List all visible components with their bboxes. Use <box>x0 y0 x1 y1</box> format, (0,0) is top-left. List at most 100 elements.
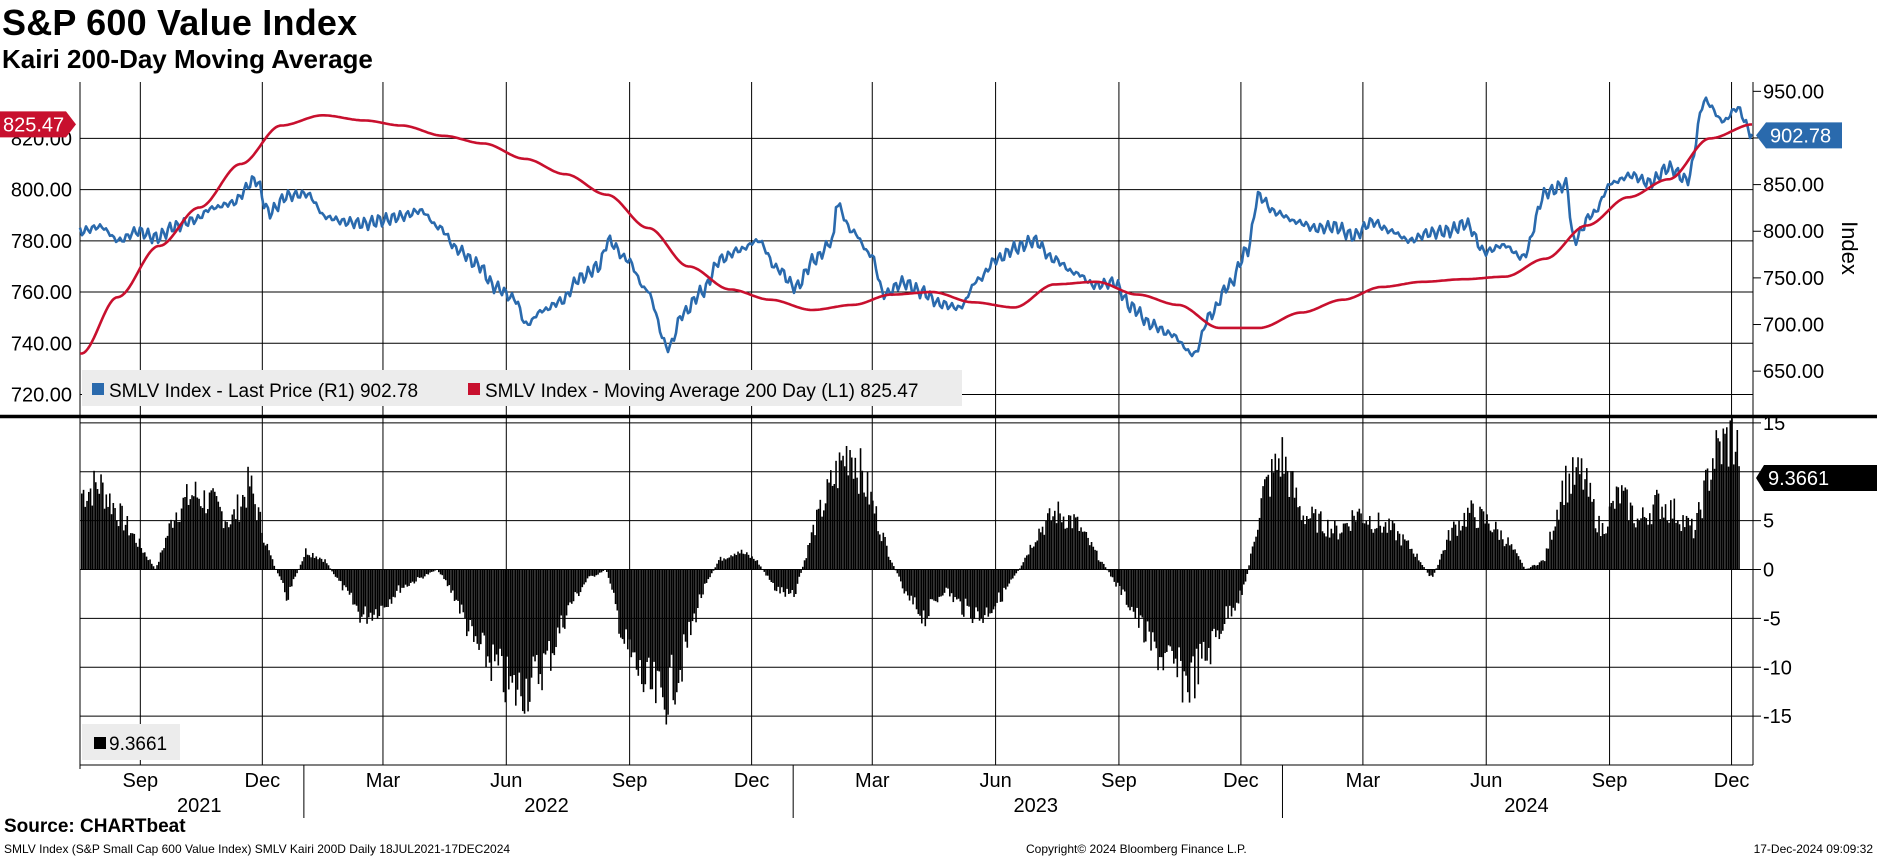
kairi-bar <box>1302 515 1305 570</box>
kairi-bar <box>385 569 388 607</box>
kairi-bar <box>184 496 186 570</box>
kairi-bar <box>558 569 561 634</box>
kairi-bar <box>1712 458 1714 570</box>
kairi-bar <box>1545 548 1548 570</box>
kairi-bar <box>812 524 815 570</box>
kairi-bar <box>1509 545 1511 570</box>
kairi-bar <box>1612 500 1614 570</box>
kairi-bar <box>1169 569 1172 647</box>
kairi-bar <box>781 569 783 588</box>
kairi-bar <box>1132 569 1135 612</box>
kairi-bar <box>1395 540 1397 570</box>
kairi-bar <box>732 556 734 570</box>
kairi-bar <box>1141 569 1144 618</box>
kairi-bar <box>399 569 402 593</box>
kairi-bar <box>938 569 941 597</box>
kairi-bar <box>1320 511 1322 570</box>
kairi-bar <box>280 569 283 581</box>
kairi-bar <box>1267 474 1270 570</box>
kairi-bar <box>802 566 804 570</box>
kairi-bar <box>665 569 668 725</box>
kairi-bar <box>1300 520 1303 570</box>
kairi-bar <box>1411 548 1413 570</box>
kairi-bar <box>1244 569 1247 582</box>
kairi-bar <box>233 509 235 570</box>
kairi-bar <box>1694 529 1697 570</box>
kairi-bar <box>208 492 211 570</box>
kairi-bar <box>1619 503 1621 570</box>
kairi-bar <box>1283 473 1285 570</box>
kairi-bar <box>315 556 318 570</box>
kairi-bar <box>695 569 697 623</box>
kairi-bar <box>1082 531 1084 570</box>
kairi-bar <box>504 569 507 703</box>
kairi-bar <box>1311 506 1313 570</box>
kairi-bar <box>1738 466 1740 570</box>
kairi-bar <box>819 499 822 570</box>
kairi-bar <box>511 569 514 683</box>
kairi-bar <box>1575 467 1578 570</box>
kairi-bar <box>1271 459 1273 570</box>
kairi-bar <box>756 560 759 570</box>
price-last-value-flag <box>1756 122 1842 149</box>
kairi-bar <box>1565 465 1567 570</box>
kairi-bar <box>1064 528 1067 570</box>
kairi-bar <box>1671 518 1674 570</box>
kairi-bar <box>956 569 958 600</box>
kairi-bar <box>1526 568 1529 570</box>
kairi-bar <box>772 569 774 583</box>
kairi-bar <box>719 556 722 570</box>
kairi-bar <box>704 569 706 584</box>
kairi-bar <box>1656 489 1658 570</box>
kairi-bar <box>259 511 262 570</box>
kairi-bar <box>1390 530 1392 570</box>
kairi-bar <box>485 569 487 668</box>
kairi-bar <box>144 552 146 570</box>
kairi-bar <box>931 569 934 600</box>
kairi-bar <box>1519 559 1522 570</box>
kairi-bar <box>1416 553 1418 570</box>
kairi-bar <box>940 569 942 597</box>
kairi-bar <box>1517 556 1520 570</box>
kairi-bar <box>1097 560 1100 570</box>
kairi-bar <box>1134 569 1137 619</box>
kairi-bar <box>807 545 809 570</box>
kairi-bar <box>1407 540 1410 570</box>
kairi-bar <box>1006 569 1009 587</box>
kairi-bar <box>1143 569 1145 643</box>
kairi-bar <box>1636 518 1639 570</box>
kairi-bar <box>1440 553 1443 570</box>
kairi-bar <box>1038 528 1040 570</box>
kairi-bar <box>646 569 648 662</box>
kairi-bar <box>359 569 361 623</box>
kairi-bar <box>959 569 962 602</box>
kairi-bar <box>1596 532 1599 570</box>
kairi-bar <box>478 569 480 650</box>
kairi-bar <box>1727 466 1730 570</box>
kairi-bar <box>796 569 799 584</box>
kairi-bar <box>936 569 939 603</box>
kairi-bar <box>1176 569 1179 678</box>
kairi-bar <box>1538 562 1541 570</box>
kairi-bar <box>403 569 405 588</box>
kairi-bar <box>840 460 843 570</box>
kairi-bar <box>383 569 386 608</box>
kairi-bar <box>161 550 164 570</box>
kairi-bar <box>1533 564 1536 570</box>
kairi-bar <box>926 569 928 619</box>
kairi-bar <box>1426 569 1429 573</box>
kairi-bar <box>753 558 755 570</box>
kairi-bar <box>1115 569 1117 587</box>
kairi-bar <box>1580 458 1583 570</box>
kairi-bar <box>735 554 738 570</box>
kairi-bar <box>588 569 591 577</box>
kairi-bar <box>1120 569 1123 595</box>
kairi-bar <box>1470 500 1473 570</box>
kairi-bar <box>777 569 780 587</box>
kairi-bar <box>1446 539 1448 570</box>
kairi-bar <box>401 569 403 588</box>
kairi-bar <box>126 516 129 570</box>
kairi-bar <box>1108 569 1110 573</box>
kairi-bar <box>119 503 122 570</box>
kairi-bar <box>632 569 634 653</box>
